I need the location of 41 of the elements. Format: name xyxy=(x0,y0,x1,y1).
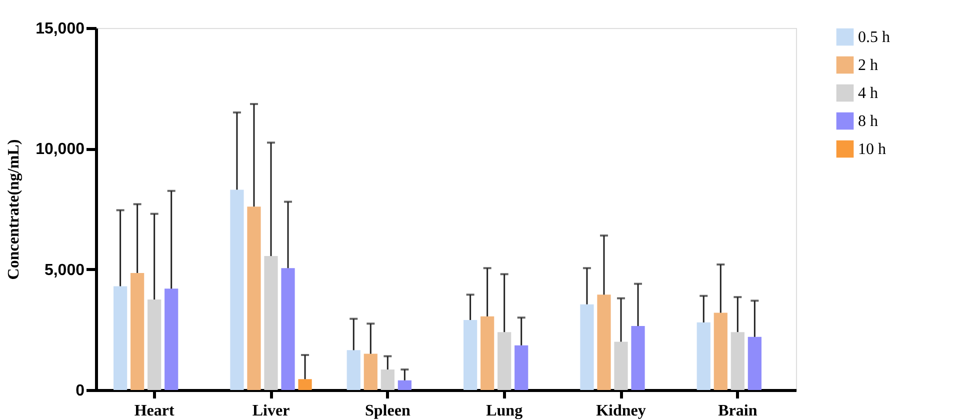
bar xyxy=(281,268,295,390)
x-tick-label: Heart xyxy=(134,402,175,420)
bar xyxy=(714,312,728,390)
legend-label: 8 h xyxy=(858,113,878,130)
bar xyxy=(148,300,162,390)
bar xyxy=(696,322,710,390)
bar xyxy=(730,332,744,390)
x-tick-label: Brain xyxy=(718,402,758,420)
bar xyxy=(514,345,528,390)
x-tick-label: Kidney xyxy=(596,402,646,420)
y-tick-label: 0 xyxy=(76,382,85,400)
bar xyxy=(748,336,762,390)
bar xyxy=(480,316,494,390)
legend-label: 10 h xyxy=(858,141,886,158)
bar xyxy=(298,379,312,390)
bar xyxy=(498,332,512,390)
bar xyxy=(380,369,394,390)
x-tick-label: Liver xyxy=(252,402,290,420)
legend-label: 4 h xyxy=(858,85,878,102)
bar xyxy=(164,288,178,390)
bar xyxy=(398,380,412,390)
bar xyxy=(597,294,611,390)
bar xyxy=(614,342,628,390)
y-axis-title: Concentrate(ng/mL) xyxy=(6,139,23,280)
y-tick-label: 10,000 xyxy=(36,141,85,158)
bar xyxy=(130,272,144,390)
bar xyxy=(230,190,244,390)
bar xyxy=(247,206,261,390)
bar xyxy=(346,350,360,390)
bar xyxy=(364,354,378,390)
bar xyxy=(464,320,478,390)
bar xyxy=(580,304,594,390)
x-tick-label: Spleen xyxy=(364,402,410,420)
legend-label: 2 h xyxy=(858,57,878,74)
y-tick-label: 15,000 xyxy=(36,20,85,38)
y-tick-label: 5,000 xyxy=(44,262,85,279)
bar xyxy=(631,326,645,390)
bar xyxy=(114,286,128,390)
bar xyxy=(264,256,278,390)
x-tick-label: Lung xyxy=(486,402,523,420)
legend-label: 0.5 h xyxy=(858,29,890,46)
